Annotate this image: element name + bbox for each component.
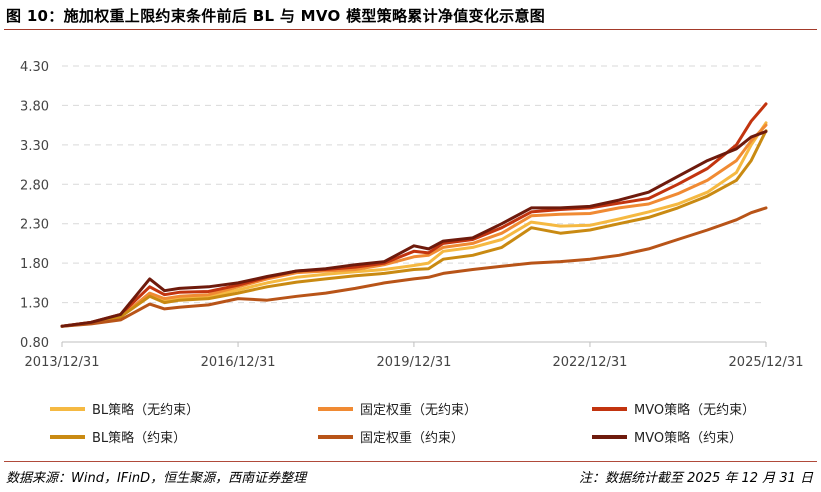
series-line-4 — [60, 129, 768, 328]
y-tick-label: 3.30 — [20, 139, 49, 154]
legend-label: BL策略（约束） — [92, 430, 186, 446]
y-tick-label: 4.30 — [20, 60, 49, 75]
series-line-2 — [60, 123, 768, 328]
y-tick-label: 1.30 — [20, 297, 49, 312]
x-tick-label: 2019/12/31 — [376, 355, 451, 370]
y-tick-label: 2.80 — [20, 178, 49, 193]
chart-canvas: 4.30 3.80 3.30 2.80 2.30 1.80 1.30 0.80 2013/12… — [20, 60, 804, 446]
grid-lines — [62, 65, 766, 304]
title-divider — [4, 29, 817, 30]
x-tick-label: 2013/12/31 — [25, 355, 100, 370]
footer-divider — [4, 461, 817, 462]
source-note: 数据来源：Wind，IFinD，恒生聚源，西南证券整理 — [6, 471, 307, 486]
series-line-6 — [60, 130, 768, 328]
x-tick-label: 2022/12/31 — [552, 355, 627, 370]
series-line-3 — [60, 102, 768, 328]
date-note: 注：数据统计截至 2025 年 12 月 31 日 — [579, 471, 813, 486]
legend-label: 固定权重（无约束） — [360, 402, 477, 418]
y-tick-label: 1.80 — [20, 257, 49, 272]
x-axis: 2013/12/31 2016/12/31 2019/12/31 2022/12/31… — [25, 341, 804, 370]
y-tick-label: 3.80 — [20, 99, 49, 114]
legend-label: MVO策略（约束） — [634, 430, 742, 446]
y-tick-label: 0.80 — [20, 336, 49, 351]
y-tick-label: 2.30 — [20, 218, 49, 233]
legend-label: BL策略（无约束） — [92, 402, 199, 418]
legend-label: MVO策略（无约束） — [634, 402, 755, 418]
chart-title: 图 10：施加权重上限约束条件前后 BL 与 MVO 模型策略累计净值变化示意图 — [6, 7, 546, 25]
legend-label: 固定权重（约束） — [360, 430, 464, 446]
legend: BL策略（无约束） 固定权重（无约束） MVO策略（无约束） BL策略（约束） 固定权重… — [50, 402, 755, 446]
x-tick-label: 2025/12/31 — [729, 355, 804, 370]
x-tick-label: 2016/12/31 — [201, 355, 276, 370]
series-line-1 — [60, 121, 768, 328]
y-axis-ticks: 4.30 3.80 3.30 2.80 2.30 1.80 1.30 0.80 — [20, 60, 49, 351]
series-line-5 — [60, 206, 768, 328]
series-lines — [60, 102, 768, 328]
